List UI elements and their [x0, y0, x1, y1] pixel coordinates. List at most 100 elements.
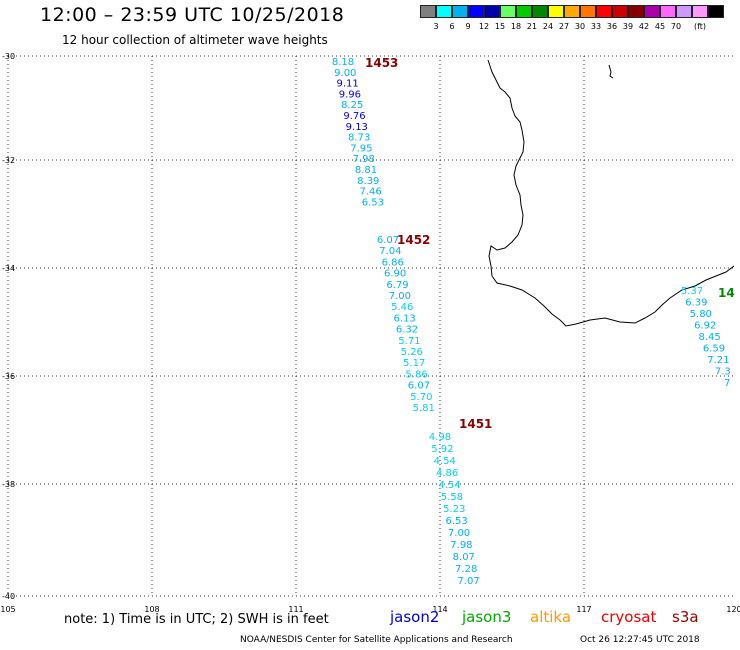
colorbar-label: 15: [494, 22, 506, 31]
wave-height-value: 7.46: [359, 187, 381, 198]
grid-lines: [7, 55, 734, 597]
wave-height-value: 6.07: [377, 235, 399, 246]
wave-height-value: 9.00: [334, 68, 356, 79]
wave-height-value: 5.17: [403, 358, 425, 369]
timestamp-text: Oct 26 12:27:45 UTC 2018: [580, 635, 700, 645]
wave-height-value: 7.98: [450, 540, 472, 551]
wave-height-value: 5.46: [391, 302, 413, 313]
colorbar-swatch: [660, 5, 676, 18]
longitude-label: 111: [288, 605, 303, 614]
coastline: [487, 59, 735, 327]
wave-height-value: 8.07: [453, 552, 475, 563]
wave-height-value: 5.23: [443, 504, 465, 515]
map-subtitle: 12 hour collection of altimeter wave hei…: [62, 33, 328, 47]
wave-height-value: 5.86: [405, 369, 427, 380]
colorbar-swatch: [644, 5, 660, 18]
wave-height-value: 6.13: [394, 313, 416, 324]
wave-height-value: 6.90: [384, 269, 406, 280]
colorbar-label: 70: [670, 22, 682, 31]
wave-height-value: 5.58: [441, 492, 463, 503]
wave-height-value: 6.07: [408, 381, 430, 392]
longitude-label: 108: [144, 605, 159, 614]
wave-height-tracks: 8.189.009.119.968.259.769.138.737.957.98…: [332, 57, 731, 587]
colorbar-swatch: [468, 5, 484, 18]
colorbar-swatch: [484, 5, 500, 18]
wave-height-value: 7.28: [455, 564, 477, 575]
colorbar-label: 24: [542, 22, 554, 31]
wave-height-value: 7.00: [389, 291, 411, 302]
wave-height-value: 6.59: [703, 344, 725, 355]
coastline-west-australia: [487, 59, 735, 327]
colorbar-label: 30: [574, 22, 586, 31]
colorbar-swatch: [580, 5, 596, 18]
colorbar-swatch: [708, 5, 724, 18]
colorbar-label: 6: [449, 22, 455, 31]
satellite-altika: altika: [530, 608, 572, 626]
colorbar-label: 42: [638, 22, 650, 31]
wave-height-value: 4.86: [436, 468, 458, 479]
map-title: 12:00 – 23:59 UTC 10/25/2018: [40, 4, 345, 26]
wave-height-value: 5.80: [690, 309, 712, 320]
wave-height-value: 7.04: [379, 246, 401, 257]
wave-height-value: 5.81: [413, 403, 435, 414]
satellite-jason2: jason2: [390, 608, 440, 626]
satellite-cryosat: cryosat: [601, 608, 657, 626]
colorbar-swatch: [612, 5, 628, 18]
colorbar-swatch: [628, 5, 644, 18]
wave-height-value: 6.32: [396, 325, 418, 336]
wave-height-value: 7: [724, 378, 730, 389]
colorbar-label: 12: [478, 22, 490, 31]
colorbar: [420, 5, 724, 18]
latitude-label: -38: [2, 480, 15, 489]
wave-height-value: 7.07: [457, 576, 479, 587]
wave-height-value: 8.39: [357, 176, 379, 187]
wave-height-value: 9.96: [339, 89, 361, 100]
wave-height-value: 9.76: [343, 111, 365, 122]
wave-height-value: 9.13: [346, 122, 368, 133]
colorbar-swatch: [532, 5, 548, 18]
pass-label: 1452: [397, 233, 430, 247]
latitude-label: -32: [2, 156, 15, 165]
wave-height-value: 5.71: [398, 336, 420, 347]
wave-height-value: 6.92: [694, 321, 716, 332]
wave-height-value: 7.21: [707, 355, 729, 366]
pass-label: 1453: [365, 56, 398, 70]
satellite-s3a: s3a: [672, 608, 699, 626]
pass-label: 1451: [459, 417, 492, 431]
wave-height-value: 7.98: [353, 154, 375, 165]
axis-labels: 105 108 111 114 117 120 -30 -32 -34 -36 -38 -40: [0, 52, 740, 614]
colorbar-swatch: [692, 5, 708, 18]
longitude-label: 120: [726, 605, 740, 614]
colorbar-swatch: [452, 5, 468, 18]
longitude-label: 105: [0, 605, 15, 614]
wave-height-value: 6.39: [685, 298, 707, 309]
colorbar-swatch: [420, 5, 436, 18]
latitude-label: -34: [2, 264, 15, 273]
wave-height-value: 8.45: [698, 332, 720, 343]
colorbar-label: 33: [590, 22, 602, 31]
colorbar-swatch: [500, 5, 516, 18]
colorbar-label: (ft): [693, 22, 707, 31]
colorbar-labels: 3 6 9 12 15 18 21 24 27 30 33 36 39 42 45 70 (ft): [420, 22, 740, 34]
wave-height-value: 8.73: [348, 133, 370, 144]
colorbar-swatch: [596, 5, 612, 18]
note-text: note: 1) Time is in UTC; 2) SWH is in fe…: [64, 612, 329, 627]
longitude-label: 114: [432, 605, 447, 614]
colorbar-label: 21: [526, 22, 538, 31]
coastline-islet: [608, 64, 614, 79]
longitude-label: 117: [576, 605, 591, 614]
colorbar-label: 45: [654, 22, 666, 31]
latitude-label: -36: [2, 372, 15, 381]
latitude-label: -40: [2, 592, 15, 601]
colorbar-label: 3: [433, 22, 439, 31]
satellite-jason3: jason3: [462, 608, 512, 626]
wave-height-value: 4.98: [429, 432, 451, 443]
colorbar-label: 18: [510, 22, 522, 31]
wave-height-value: 9.11: [336, 79, 358, 90]
colorbar-label: 39: [622, 22, 634, 31]
pass-labels: 1453 1452 1451 14: [365, 56, 735, 431]
colorbar-swatch: [676, 5, 692, 18]
wave-height-value: 5.26: [401, 347, 423, 358]
latitude-label: -30: [2, 52, 15, 61]
